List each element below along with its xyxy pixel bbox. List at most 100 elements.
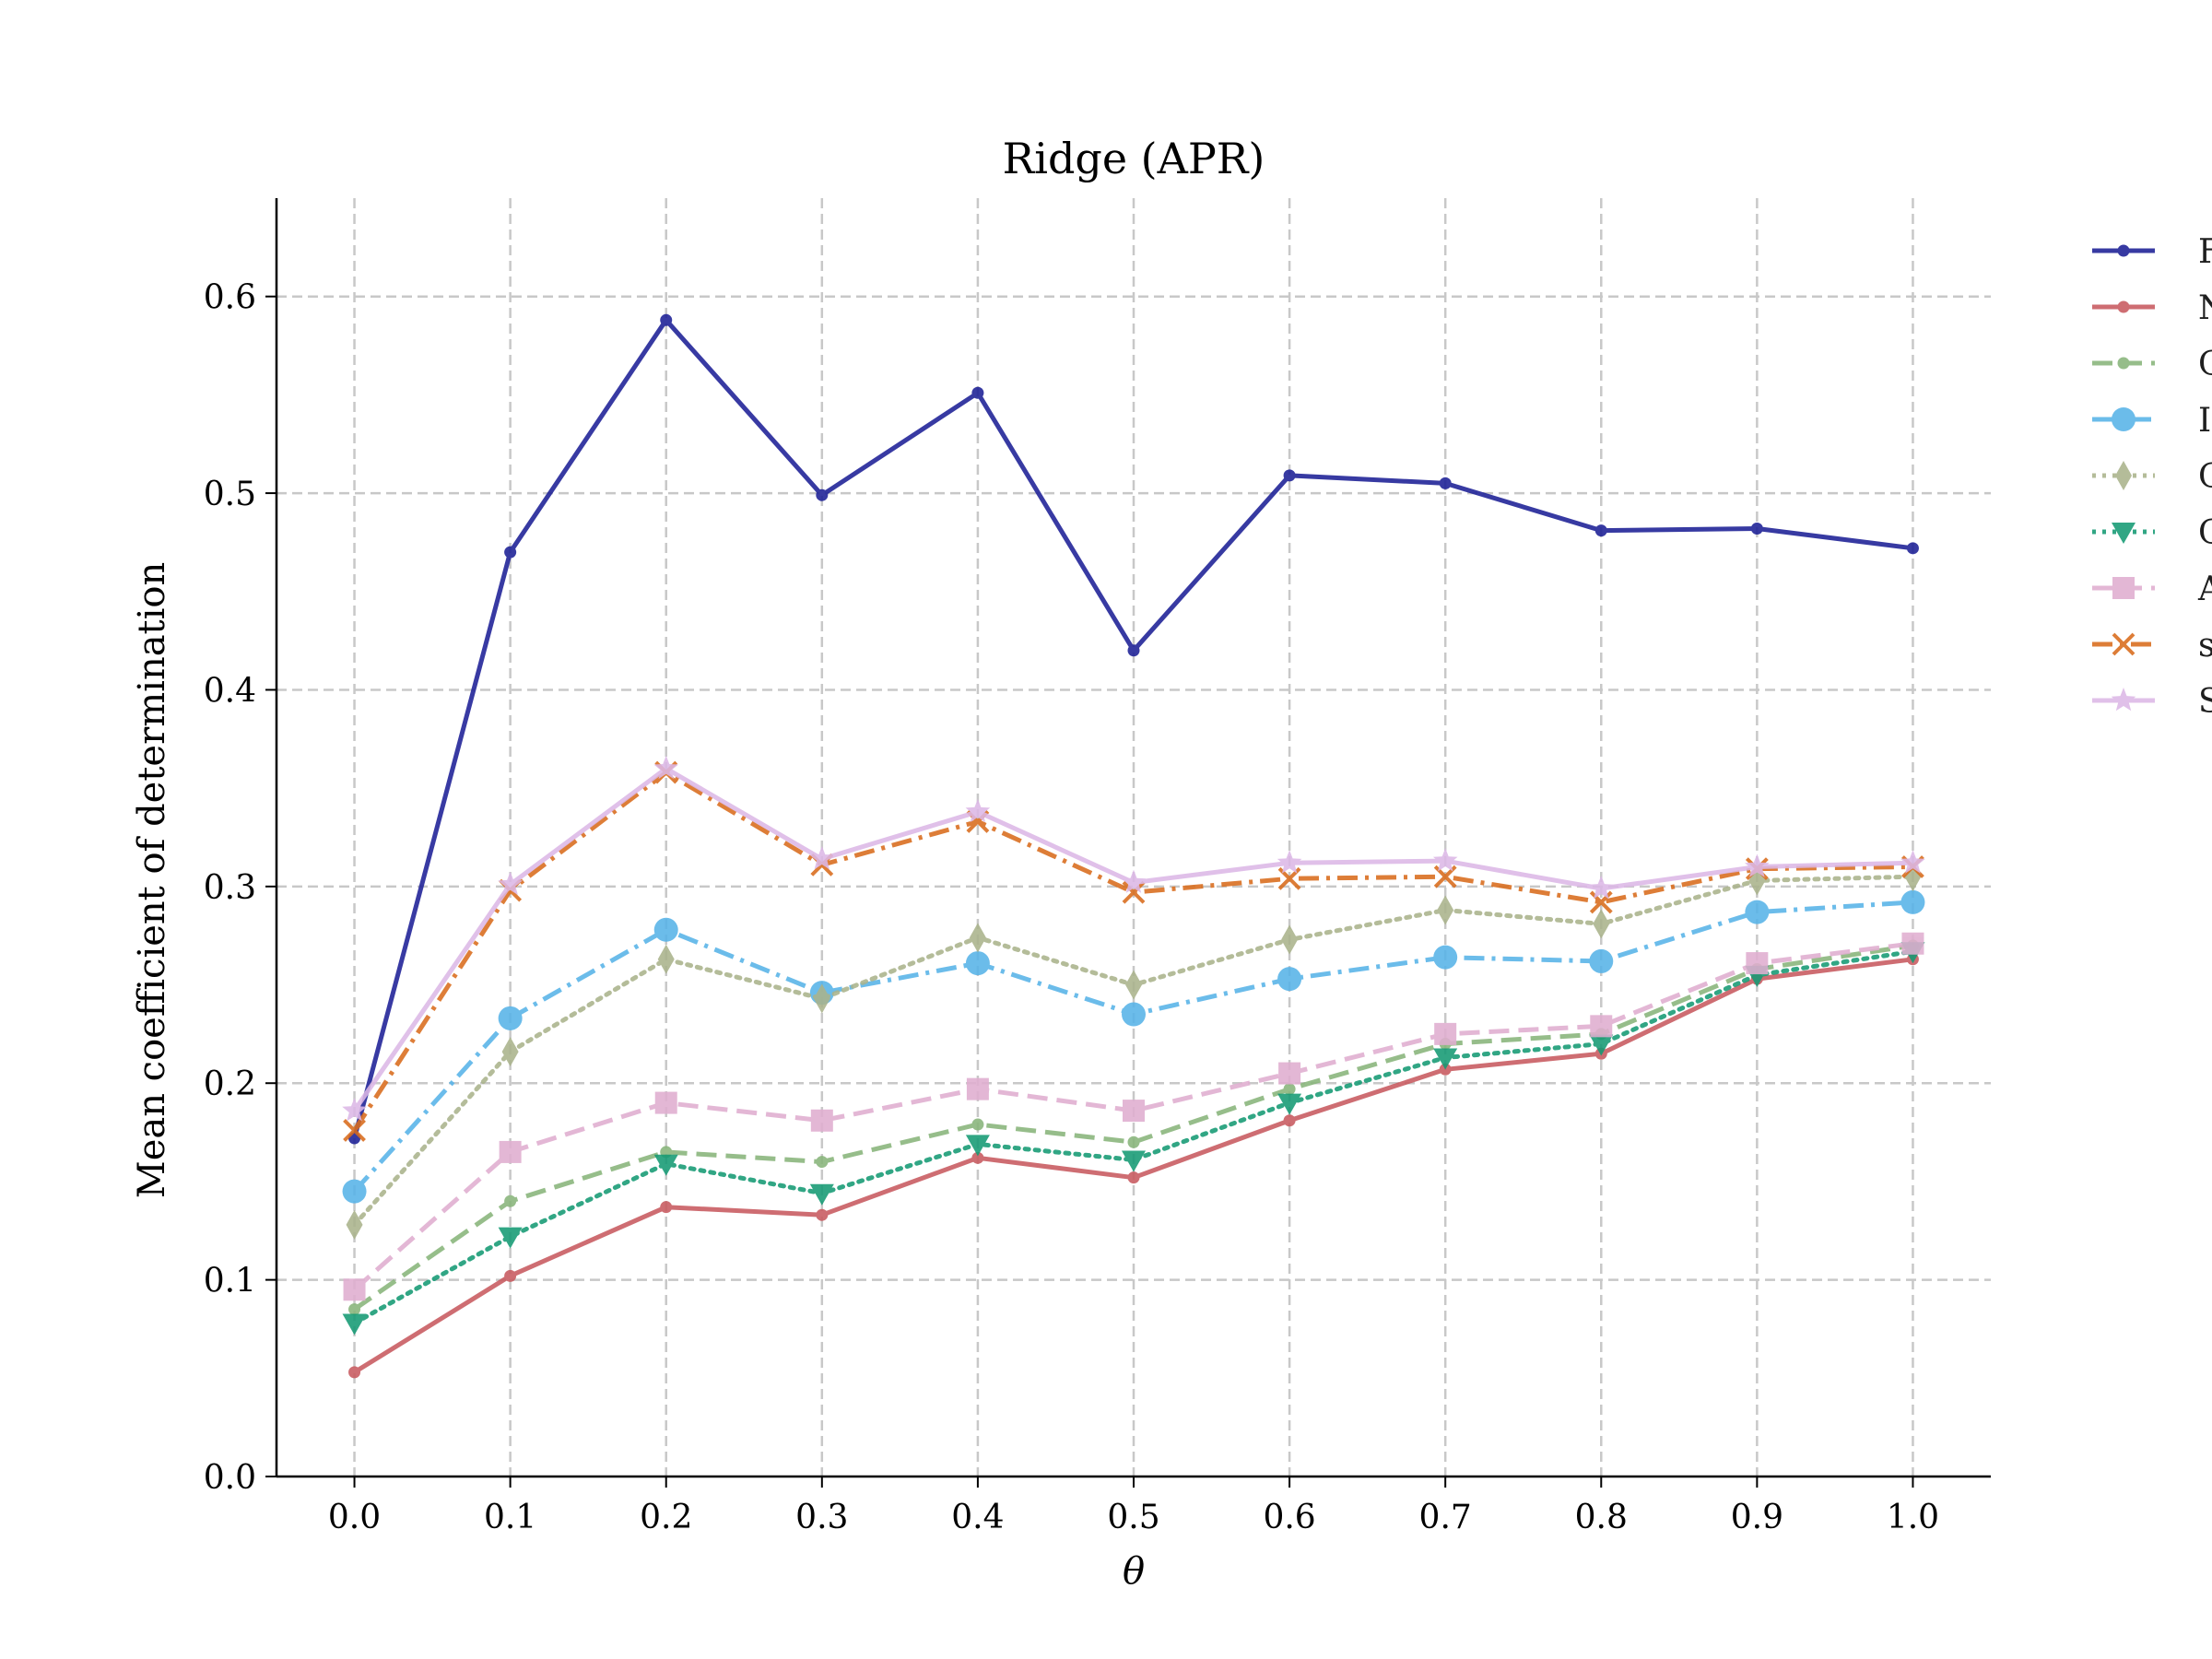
data-point [1593, 909, 1610, 939]
legend-entry: I [2092, 402, 2211, 440]
data-point [1277, 1093, 1302, 1115]
data-point [504, 546, 517, 559]
data-point [1437, 895, 1454, 925]
legend-marker [2117, 300, 2130, 313]
x-axis-label: θ [1123, 1550, 1145, 1593]
data-point [499, 1140, 522, 1163]
data-point [1590, 1015, 1613, 1038]
y-tick-labels: 0.0 0.1 0.2 0.3 0.4 0.5 0.6 [204, 279, 256, 1497]
data-point [965, 951, 990, 976]
legend-marker [2111, 688, 2136, 712]
legend-label: N [2198, 289, 2212, 327]
data-point [1745, 900, 1770, 924]
data-point [1900, 850, 1925, 874]
data-point [1277, 967, 1302, 992]
data-point [654, 1091, 677, 1114]
data-point [504, 1194, 517, 1207]
data-point [342, 1098, 367, 1122]
x-tick-label: 0.9 [1731, 1499, 1783, 1536]
data-point [1589, 948, 1614, 973]
legend-label: F [2198, 233, 2212, 271]
data-point [1278, 1062, 1301, 1085]
legend-marker [2112, 632, 2136, 656]
data-point [657, 944, 675, 974]
series-9 [342, 755, 1925, 1122]
data-point [816, 1156, 829, 1169]
legend-marker [2112, 407, 2136, 431]
axes [265, 198, 1991, 1488]
data-point [498, 1227, 523, 1249]
data-point [809, 1183, 834, 1206]
data-point [343, 1119, 366, 1142]
x-tick-label: 0.3 [795, 1499, 848, 1536]
data-point [1589, 1034, 1614, 1056]
data-point [816, 488, 829, 501]
y-tick-label: 0.5 [204, 476, 256, 513]
data-point [498, 1006, 523, 1030]
data-point [1745, 853, 1770, 877]
x-tick-label: 1.0 [1887, 1499, 1939, 1536]
series-group [342, 313, 1925, 1379]
data-point [1283, 1114, 1296, 1127]
y-tick-label: 0.2 [204, 1065, 256, 1103]
x-tick-labels: 0.0 0.1 0.2 0.3 0.4 0.5 0.6 0.7 0.8 0.9 1.0 [328, 1499, 1939, 1536]
data-point [1900, 889, 1925, 914]
data-point [966, 1077, 989, 1100]
data-point [813, 983, 830, 1014]
x-tick-label: 0.1 [484, 1499, 536, 1536]
series-2 [348, 953, 1919, 1379]
legend-label: S [2198, 683, 2212, 721]
data-point [1433, 945, 1458, 970]
legend-label: s [2198, 627, 2212, 665]
data-point [971, 1118, 984, 1131]
data-point [1434, 1022, 1457, 1045]
data-point [653, 755, 678, 780]
data-point [965, 1135, 990, 1157]
y-tick-label: 0.4 [204, 672, 256, 710]
data-point [1122, 1150, 1146, 1172]
data-point [1121, 869, 1147, 893]
x-tick-label: 0.7 [1419, 1499, 1472, 1536]
legend-entry: F [2092, 233, 2212, 271]
series-7 [343, 932, 1924, 1301]
legend-entry: C [2092, 458, 2212, 496]
x-tick-label: 0.8 [1575, 1499, 1628, 1536]
data-point [1589, 876, 1614, 900]
data-point [1433, 1048, 1458, 1070]
data-point [1125, 970, 1142, 1000]
data-point [1439, 477, 1452, 489]
data-point [498, 871, 523, 895]
legend-label: I [2198, 402, 2211, 440]
data-point [348, 1303, 361, 1316]
data-point [1594, 524, 1607, 537]
data-point [348, 1366, 361, 1379]
legend-marker [2112, 523, 2136, 544]
legend-entry: A [2092, 571, 2212, 608]
data-point [504, 1269, 517, 1282]
data-point [1283, 1083, 1296, 1096]
data-point [1901, 932, 1924, 955]
data-point [1122, 880, 1146, 904]
y-tick-label: 0.0 [204, 1459, 256, 1497]
data-point [1127, 644, 1140, 657]
legend-entry: S [2092, 683, 2212, 721]
series-line [352, 948, 1915, 1326]
data-point [1127, 1135, 1140, 1148]
data-point [653, 917, 678, 942]
y-tick-label: 0.1 [204, 1263, 256, 1300]
legend-label: C [2198, 458, 2212, 496]
x-tick-label: 0.5 [1107, 1499, 1159, 1536]
series-4 [342, 889, 1925, 1204]
data-point [1906, 542, 1919, 555]
data-point [501, 1037, 519, 1067]
legend-label: A [2197, 571, 2212, 608]
data-point [653, 1154, 678, 1176]
legend-entry: s [2092, 627, 2212, 665]
grid [276, 198, 1991, 1477]
legend-marker [2117, 244, 2130, 257]
data-point [342, 1313, 367, 1335]
data-point [660, 313, 673, 326]
data-point [346, 1209, 363, 1240]
data-point [660, 1201, 673, 1214]
